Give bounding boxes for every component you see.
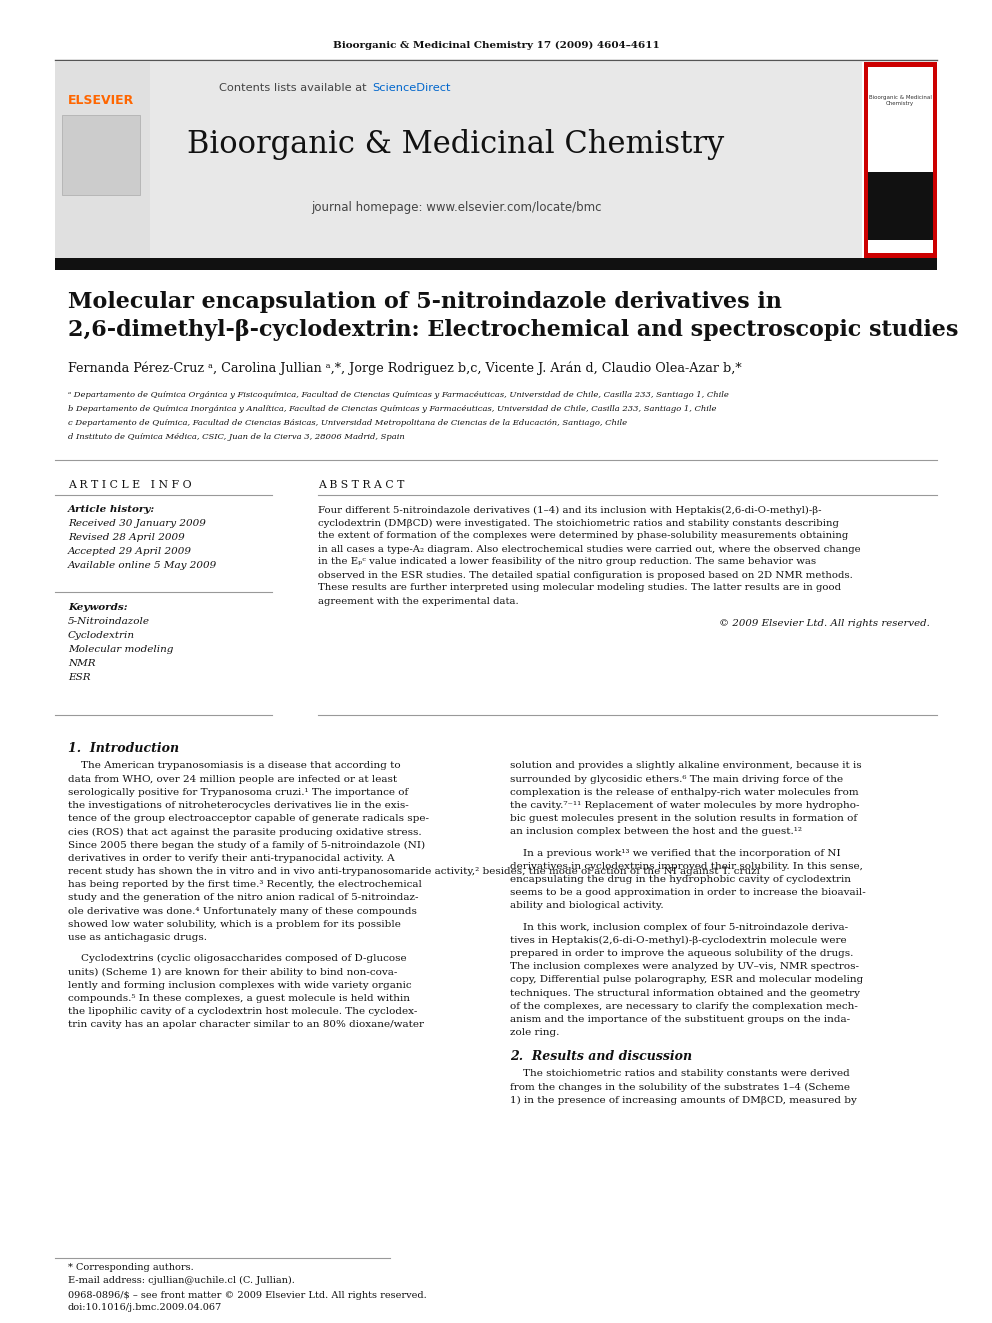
Text: has being reported by the first time.³ Recently, the electrochemical: has being reported by the first time.³ R… xyxy=(68,880,422,889)
Bar xyxy=(55,258,937,270)
Text: The American trypanosomiasis is a disease that according to: The American trypanosomiasis is a diseas… xyxy=(68,762,401,770)
Text: cyclodextrin (DMβCD) were investigated. The stoichiometric ratios and stability : cyclodextrin (DMβCD) were investigated. … xyxy=(318,519,839,528)
Text: use as antichagasic drugs.: use as antichagasic drugs. xyxy=(68,933,207,942)
Text: ole derivative was done.⁴ Unfortunately many of these compounds: ole derivative was done.⁴ Unfortunately … xyxy=(68,906,417,916)
Text: The stoichiometric ratios and stability constants were derived: The stoichiometric ratios and stability … xyxy=(510,1069,850,1078)
Text: in the Eₚᶜ value indicated a lower feasibility of the nitro group reduction. The: in the Eₚᶜ value indicated a lower feasi… xyxy=(318,557,816,566)
Text: of the complexes, are necessary to clarify the complexation mech-: of the complexes, are necessary to clari… xyxy=(510,1002,858,1011)
Text: Article history:: Article history: xyxy=(68,505,156,515)
Text: derivatives in order to verify their anti-trypanocidal activity. A: derivatives in order to verify their ant… xyxy=(68,853,395,863)
Text: the extent of formation of the complexes were determined by phase-solubility mea: the extent of formation of the complexes… xyxy=(318,532,848,541)
Bar xyxy=(868,67,933,253)
Text: E-mail address: cjullian@uchile.cl (C. Jullian).: E-mail address: cjullian@uchile.cl (C. J… xyxy=(68,1275,295,1285)
Text: encapsulating the drug in the hydrophobic cavity of cyclodextrin: encapsulating the drug in the hydrophobi… xyxy=(510,875,851,884)
Text: Received 30 January 2009: Received 30 January 2009 xyxy=(68,520,206,528)
Text: zole ring.: zole ring. xyxy=(510,1028,559,1037)
Text: observed in the ESR studies. The detailed spatial configuration is proposed base: observed in the ESR studies. The detaile… xyxy=(318,570,853,579)
Text: tives in Heptakis(2,6-di-O-methyl)-β-cyclodextrin molecule were: tives in Heptakis(2,6-di-O-methyl)-β-cyc… xyxy=(510,935,846,945)
Text: These results are further interpreted using molecular modeling studies. The latt: These results are further interpreted us… xyxy=(318,583,841,593)
Bar xyxy=(62,115,140,194)
Text: Four different 5-nitroindazole derivatives (1–4) and its inclusion with Heptakis: Four different 5-nitroindazole derivativ… xyxy=(318,505,821,515)
Text: study and the generation of the nitro anion radical of 5-nitroindaz-: study and the generation of the nitro an… xyxy=(68,893,419,902)
Text: surrounded by glycosidic ethers.⁶ The main driving force of the: surrounded by glycosidic ethers.⁶ The ma… xyxy=(510,775,843,783)
Text: Contents lists available at: Contents lists available at xyxy=(219,83,370,93)
Text: compounds.⁵ In these complexes, a guest molecule is held within: compounds.⁵ In these complexes, a guest … xyxy=(68,994,410,1003)
Text: in all cases a type-A₂ diagram. Also electrochemical studies were carried out, w: in all cases a type-A₂ diagram. Also ele… xyxy=(318,545,861,553)
Text: Bioorganic & Medicinal Chemistry 17 (2009) 4604–4611: Bioorganic & Medicinal Chemistry 17 (200… xyxy=(332,41,660,49)
Text: the investigations of nitroheterocycles derivatives lie in the exis-: the investigations of nitroheterocycles … xyxy=(68,802,409,810)
Text: the lipophilic cavity of a cyclodextrin host molecule. The cyclodex-: the lipophilic cavity of a cyclodextrin … xyxy=(68,1007,418,1016)
Text: an inclusion complex between the host and the guest.¹²: an inclusion complex between the host an… xyxy=(510,827,802,836)
Text: 1.  Introduction: 1. Introduction xyxy=(68,741,180,754)
Text: bic guest molecules present in the solution results in formation of: bic guest molecules present in the solut… xyxy=(510,814,857,823)
Text: In a previous work¹³ we verified that the incorporation of NI: In a previous work¹³ we verified that th… xyxy=(510,848,840,857)
Text: journal homepage: www.elsevier.com/locate/bmc: journal homepage: www.elsevier.com/locat… xyxy=(310,201,601,214)
Text: techniques. The structural information obtained and the geometry: techniques. The structural information o… xyxy=(510,988,860,998)
Text: Revised 28 April 2009: Revised 28 April 2009 xyxy=(68,533,185,542)
Bar xyxy=(864,62,937,258)
Text: 2.  Results and discussion: 2. Results and discussion xyxy=(510,1049,692,1062)
Text: seems to be a good approximation in order to increase the bioavail-: seems to be a good approximation in orde… xyxy=(510,888,866,897)
Text: Available online 5 May 2009: Available online 5 May 2009 xyxy=(68,561,217,570)
Bar xyxy=(55,62,150,258)
Text: 2,6-dimethyl-β-cyclodextrin: Electrochemical and spectroscopic studies: 2,6-dimethyl-β-cyclodextrin: Electrochem… xyxy=(68,319,958,341)
Text: b Departamento de Química Inorgánica y Analítica, Facultad de Ciencias Químicas : b Departamento de Química Inorgánica y A… xyxy=(68,405,716,413)
Text: recent study has shown the in vitro and in vivo anti-trypanosomaride activity,² : recent study has shown the in vitro and … xyxy=(68,867,760,876)
Text: A R T I C L E   I N F O: A R T I C L E I N F O xyxy=(68,480,191,490)
Text: complexation is the release of enthalpy-rich water molecules from: complexation is the release of enthalpy-… xyxy=(510,789,859,796)
Bar xyxy=(868,172,933,239)
Text: * Corresponding authors.: * Corresponding authors. xyxy=(68,1263,193,1273)
Text: © 2009 Elsevier Ltd. All rights reserved.: © 2009 Elsevier Ltd. All rights reserved… xyxy=(719,619,930,628)
Text: doi:10.1016/j.bmc.2009.04.067: doi:10.1016/j.bmc.2009.04.067 xyxy=(68,1303,222,1311)
Text: 0968-0896/$ – see front matter © 2009 Elsevier Ltd. All rights reserved.: 0968-0896/$ – see front matter © 2009 El… xyxy=(68,1290,427,1299)
Text: copy, Differential pulse polarography, ESR and molecular modeling: copy, Differential pulse polarography, E… xyxy=(510,975,863,984)
Text: ᵃ Departamento de Química Orgánica y Fisicoquímica, Facultad de Ciencias Química: ᵃ Departamento de Química Orgánica y Fis… xyxy=(68,392,729,400)
Text: derivatives in cyclodextrins improved their solubility. In this sense,: derivatives in cyclodextrins improved th… xyxy=(510,861,863,871)
Text: solution and provides a slightly alkaline environment, because it is: solution and provides a slightly alkalin… xyxy=(510,762,862,770)
Text: tence of the group electroacceptor capable of generate radicals spe-: tence of the group electroacceptor capab… xyxy=(68,814,429,823)
Text: cies (ROS) that act against the parasite producing oxidative stress.: cies (ROS) that act against the parasite… xyxy=(68,827,422,836)
Text: Cyclodextrins (cyclic oligosaccharides composed of D-glucose: Cyclodextrins (cyclic oligosaccharides c… xyxy=(68,954,407,963)
Text: Since 2005 there began the study of a family of 5-nitroindazole (NI): Since 2005 there began the study of a fa… xyxy=(68,840,426,849)
Text: ScienceDirect: ScienceDirect xyxy=(372,83,450,93)
Text: data from WHO, over 24 million people are infected or at least: data from WHO, over 24 million people ar… xyxy=(68,775,397,783)
Text: ability and biological activity.: ability and biological activity. xyxy=(510,901,664,910)
Text: prepared in order to improve the aqueous solubility of the drugs.: prepared in order to improve the aqueous… xyxy=(510,949,853,958)
Text: agreement with the experimental data.: agreement with the experimental data. xyxy=(318,597,519,606)
Text: the cavity.⁷⁻¹¹ Replacement of water molecules by more hydropho-: the cavity.⁷⁻¹¹ Replacement of water mol… xyxy=(510,802,859,810)
Text: The inclusion complexes were analyzed by UV–vis, NMR spectros-: The inclusion complexes were analyzed by… xyxy=(510,962,859,971)
Text: lently and forming inclusion complexes with wide variety organic: lently and forming inclusion complexes w… xyxy=(68,980,412,990)
Text: 5-Nitroindazole: 5-Nitroindazole xyxy=(68,617,150,626)
Text: from the changes in the solubility of the substrates 1–4 (Scheme: from the changes in the solubility of th… xyxy=(510,1082,850,1091)
Text: A B S T R A C T: A B S T R A C T xyxy=(318,480,405,490)
Text: Fernanda Pérez-Cruz ᵃ, Carolina Jullian ᵃ,*, Jorge Rodriguez b,c, Vicente J. Ará: Fernanda Pérez-Cruz ᵃ, Carolina Jullian … xyxy=(68,361,742,374)
Text: ESR: ESR xyxy=(68,672,90,681)
Text: Bioorganic & Medicinal
Chemistry: Bioorganic & Medicinal Chemistry xyxy=(869,95,931,106)
Text: 1) in the presence of increasing amounts of DMβCD, measured by: 1) in the presence of increasing amounts… xyxy=(510,1095,857,1105)
Text: serologically positive for Trypanosoma cruzi.¹ The importance of: serologically positive for Trypanosoma c… xyxy=(68,789,409,796)
Text: Molecular encapsulation of 5-nitroindazole derivatives in: Molecular encapsulation of 5-nitroindazo… xyxy=(68,291,782,314)
Text: showed low water solubility, which is a problem for its possible: showed low water solubility, which is a … xyxy=(68,919,401,929)
Text: ELSEVIER: ELSEVIER xyxy=(67,94,134,106)
Text: Keywords:: Keywords: xyxy=(68,602,128,611)
Text: Bioorganic & Medicinal Chemistry: Bioorganic & Medicinal Chemistry xyxy=(187,130,724,160)
Bar xyxy=(55,62,862,258)
Text: units) (Scheme 1) are known for their ability to bind non-cova-: units) (Scheme 1) are known for their ab… xyxy=(68,967,398,976)
Text: Cyclodextrin: Cyclodextrin xyxy=(68,631,135,639)
Text: c Departamento de Química, Facultad de Ciencias Básicas, Universidad Metropolita: c Departamento de Química, Facultad de C… xyxy=(68,419,627,427)
Text: Accepted 29 April 2009: Accepted 29 April 2009 xyxy=(68,548,192,557)
Text: d Instituto de Química Médica, CSIC, Juan de la Cierva 3, 28006 Madrid, Spain: d Instituto de Química Médica, CSIC, Jua… xyxy=(68,433,405,441)
Text: trin cavity has an apolar character similar to an 80% dioxane/water: trin cavity has an apolar character simi… xyxy=(68,1020,424,1029)
Text: anism and the importance of the substituent groups on the inda-: anism and the importance of the substitu… xyxy=(510,1015,850,1024)
Text: NMR: NMR xyxy=(68,659,95,668)
Text: Molecular modeling: Molecular modeling xyxy=(68,644,174,654)
Text: In this work, inclusion complex of four 5-nitroindazole deriva-: In this work, inclusion complex of four … xyxy=(510,922,848,931)
